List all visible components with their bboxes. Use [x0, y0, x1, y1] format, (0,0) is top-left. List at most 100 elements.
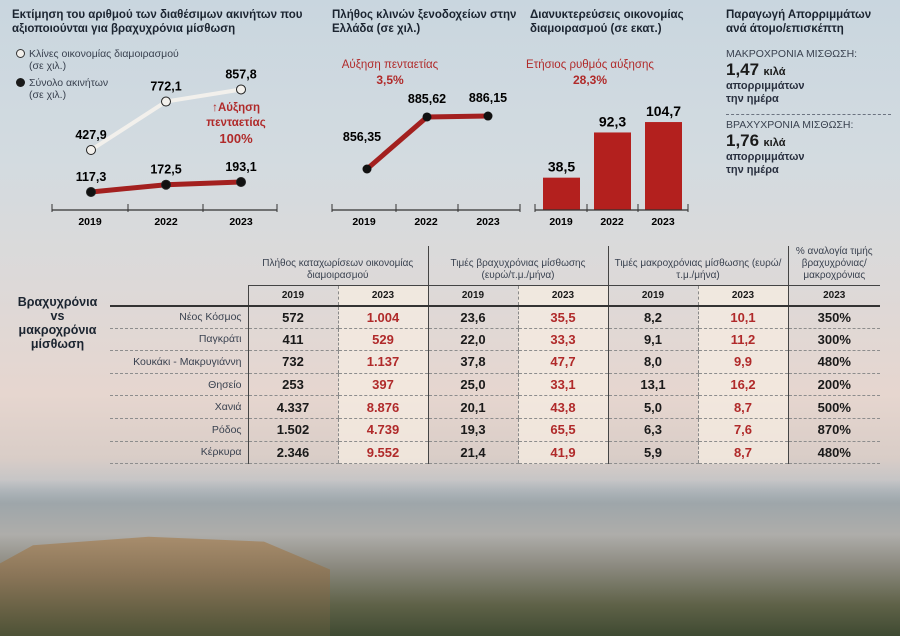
table-cell: 22,0	[427, 328, 518, 352]
chart3-xlabel: 2023	[651, 216, 675, 228]
area-name: Χανιά	[110, 395, 248, 419]
chart1-point	[161, 179, 171, 190]
table-cell: 8,7	[697, 441, 788, 465]
table-cell: 16,2	[697, 373, 788, 397]
table-cell: 19,3	[427, 418, 518, 442]
chart3-bar	[594, 132, 631, 210]
chart1-xlabel: 2023	[229, 216, 253, 228]
year-header: 2023	[517, 285, 608, 307]
chart3-bar	[645, 122, 682, 210]
chart2-xlabel: 2023	[476, 216, 500, 228]
table-row: Νέος Κόσμος 572 1.004 23,6 35,5 8,2 10,1 350%	[110, 305, 880, 329]
year-header: 2019	[427, 285, 518, 307]
table-cell: 1.004	[337, 305, 428, 329]
chart3-data-label: 104,7	[646, 103, 681, 119]
table-cell: 8.876	[337, 395, 428, 419]
table-cell: 9,1	[607, 328, 698, 352]
table-cell: 200%	[787, 373, 880, 397]
chart3-bar	[543, 177, 580, 210]
year-header-row: 2019 2023 2019 2023 2019 2023 2023	[110, 285, 880, 307]
table-title: Βραχυχρόνια vs μακροχρόνια μίσθωση	[17, 295, 98, 351]
chart2-line	[365, 113, 489, 171]
table-cell: 732	[247, 350, 338, 374]
waste-short-unit: κιλά	[763, 137, 786, 149]
chart3-xlabel: 2022	[600, 216, 624, 228]
chart1-annotation: ↑Αύξηση πενταετίας 100%	[206, 100, 266, 146]
waste-panel: Παραγωγή Απορριμμάτων ανά άτομο/επισκέπτ…	[726, 8, 891, 177]
year-header: 2023	[337, 285, 428, 307]
table-cell: 35,5	[517, 305, 608, 329]
table-cell: 5,9	[607, 441, 698, 465]
area-name: Ρόδος	[110, 418, 248, 442]
chart1-title: Εκτίμηση του αριθμού των διαθέσιμων ακιν…	[12, 9, 303, 35]
waste-long-sub2: την ημέρα	[726, 93, 779, 105]
table-cell: 8,2	[607, 305, 698, 329]
table-cell: 21,4	[427, 441, 518, 465]
chart1-data-label: 772,1	[150, 80, 181, 94]
group-long-prices: Τιμές μακροχρόνιας μίσθωσης (ευρώ/τ.μ./μ…	[607, 246, 788, 286]
legend-white-dot-icon	[16, 49, 25, 58]
table-cell: 4.739	[337, 418, 428, 442]
area-name: Νέος Κόσμος	[110, 305, 248, 329]
table-cell: 13,1	[607, 373, 698, 397]
chart1-xlabel: 2019	[78, 216, 102, 228]
chart2-data-label: 886,15	[469, 91, 507, 105]
table-cell: 572	[247, 305, 338, 329]
waste-short-caption: ΒΡΑΧΥΧΡΟΝΙΑ ΜΙΣΘΩΣΗ:	[726, 119, 854, 131]
table-cell: 41,9	[517, 441, 608, 465]
chart1-point	[86, 187, 96, 197]
waste-short-sub2: την ημέρα	[726, 164, 779, 176]
table-cell: 411	[247, 328, 338, 352]
table-row: Παγκράτι 411 529 22,0 33,3 9,1 11,2 300%	[110, 328, 880, 352]
year-header: 2023	[697, 285, 788, 307]
table-cell: 9.552	[337, 441, 428, 465]
chart2-point	[422, 112, 432, 122]
waste-long-caption: ΜΑΚΡΟΧΡΟΝΙΑ ΜΙΣΘΩΣΗ:	[726, 48, 858, 60]
waste-long-sub1: απορριμμάτων	[726, 80, 805, 92]
legend-properties-unit: (σε χιλ.)	[29, 89, 67, 101]
year-header: 2023	[787, 285, 880, 307]
table-cell: 6,3	[607, 418, 698, 442]
table-cell: 7,6	[697, 418, 788, 442]
table-cell: 480%	[787, 441, 880, 465]
chart2-data-label: 856,35	[343, 130, 381, 144]
area-name: Θησείο	[110, 373, 248, 397]
chart1-point	[86, 145, 96, 155]
chart2-xlabel: 2022	[414, 216, 438, 228]
chart2-annotation: Αύξηση πενταετίας 3,5%	[341, 59, 439, 87]
chart2-title: Πλήθος κλινών ξενοδοχείων στην Ελλάδα (σ…	[332, 9, 517, 35]
waste-long-unit: κιλά	[763, 66, 786, 78]
charts-svg: 427,9 772,1 857,8 117,3 172,5 193,1 2019 2022 20…	[51, 67, 689, 228]
table-cell: 5,0	[607, 395, 698, 419]
chart1-data-label: 117,3	[76, 170, 107, 184]
chart1-xlabel: 2022	[154, 216, 178, 228]
table-row: Κουκάκι - Μακρυγιάννη 732 1.137 37,8 47,7 8,0…	[110, 350, 880, 374]
table-cell: 33,1	[517, 373, 608, 397]
table-cell: 529	[337, 328, 428, 352]
table-row: Κέρκυρα 2.346 9.552 21,4 41,9 5,9 8,7 480%	[110, 441, 880, 465]
year-header: 2019	[247, 285, 338, 307]
chart2-point	[362, 164, 372, 174]
chart3-data-label: 92,3	[599, 113, 626, 129]
legend-beds: Κλίνες οικονομίας διαμοιρασμού	[29, 48, 179, 60]
table-cell: 300%	[787, 328, 880, 352]
chart3-xlabel: 2019	[549, 216, 573, 228]
table-cell: 37,8	[427, 350, 518, 374]
rental-table: Πλήθος καταχωρίσεων οικονομίας διαμοιρασ…	[110, 246, 880, 465]
table-cell: 23,6	[427, 305, 518, 329]
chart1-legend: Κλίνες οικονομίας διαμοιρασμού (σε χιλ.)…	[16, 48, 179, 101]
group-ratio: % αναλογία τιμής βραχυχρόνιας/ μακροχρόν…	[787, 246, 880, 286]
divider	[726, 114, 891, 115]
table-cell: 253	[247, 373, 338, 397]
chart1-point	[236, 84, 246, 95]
table-cell: 8,7	[697, 395, 788, 419]
table-cell: 11,2	[697, 328, 788, 352]
table-cell: 1.502	[247, 418, 338, 442]
group-listings: Πλήθος καταχωρίσεων οικονομίας διαμοιρασ…	[262, 258, 414, 281]
waste-title: Παραγωγή Απορριμμάτων ανά άτομο/επισκέπτ…	[726, 9, 872, 35]
area-name: Κουκάκι - Μακρυγιάννη	[110, 350, 248, 374]
chart2-xlabel: 2019	[352, 216, 376, 228]
table-cell: 43,8	[517, 395, 608, 419]
table-group-header: Πλήθος καταχωρίσεων οικονομίας διαμοιρασ…	[110, 246, 880, 286]
table-row: Θησείο 253 397 25,0 33,1 13,1 16,2 200%	[110, 373, 880, 397]
